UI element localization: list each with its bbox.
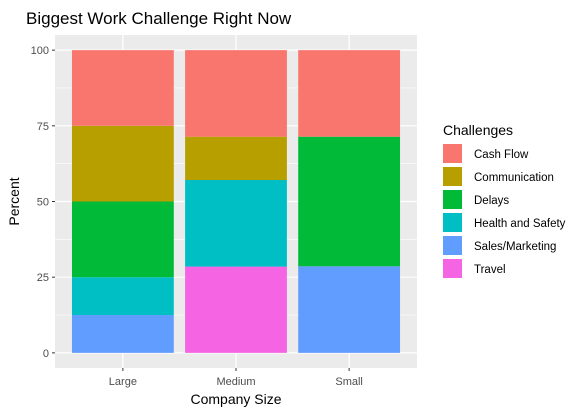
bar-small-cash-flow (298, 50, 401, 137)
x-axis-title: Company Size (190, 391, 281, 407)
y-axis-ticks: 0 25 50 75 100 (31, 45, 55, 360)
bar-large-communication (71, 125, 174, 202)
x-axis-ticks: Large Medium Small (109, 368, 363, 388)
legend-label-communication: Communication (474, 172, 554, 184)
bars-layer (71, 50, 401, 353)
y-tick-label: 50 (37, 197, 49, 209)
legend-key-cash-flow (443, 144, 462, 163)
legend-label-cash-flow: Cash Flow (474, 149, 529, 161)
legend-label-sales-marketing: Sales/Marketing (474, 241, 556, 253)
bar-small-delays (298, 136, 401, 267)
bar-large-delays (71, 201, 174, 278)
y-tick-label: 100 (31, 45, 49, 57)
legend-label-delays: Delays (474, 195, 509, 207)
y-tick-label: 0 (43, 348, 49, 360)
legend-title: Challenges (443, 122, 513, 138)
chart-title: Biggest Work Challenge Right Now (26, 9, 292, 28)
bar-small-sales-marketing (298, 266, 401, 353)
bar-medium-travel (185, 266, 287, 353)
y-axis-title: Percent (6, 177, 22, 225)
x-tick-label: Small (335, 376, 363, 388)
bar-medium-cash-flow (185, 50, 287, 137)
legend-key-health-and-safety (443, 213, 462, 232)
y-tick-label: 75 (37, 121, 49, 133)
bar-large-sales-marketing (71, 315, 174, 353)
legend-key-sales-marketing (443, 236, 462, 255)
bar-large-health-and-safety (71, 277, 174, 316)
legend-key-travel (443, 259, 462, 278)
x-tick-label: Medium (216, 376, 255, 388)
x-tick-label: Large (109, 376, 137, 388)
y-tick-label: 25 (37, 272, 49, 284)
legend-key-delays (443, 190, 462, 209)
bar-medium-communication (185, 136, 287, 181)
bar-large-cash-flow (71, 50, 174, 126)
legend-label-travel: Travel (474, 264, 506, 276)
legend: Cash Flow Communication Delays Health and S… (443, 144, 566, 278)
legend-key-communication (443, 167, 462, 186)
legend-label-health-and-safety: Health and Safety (474, 218, 566, 230)
bar-medium-health-and-safety (185, 180, 287, 267)
